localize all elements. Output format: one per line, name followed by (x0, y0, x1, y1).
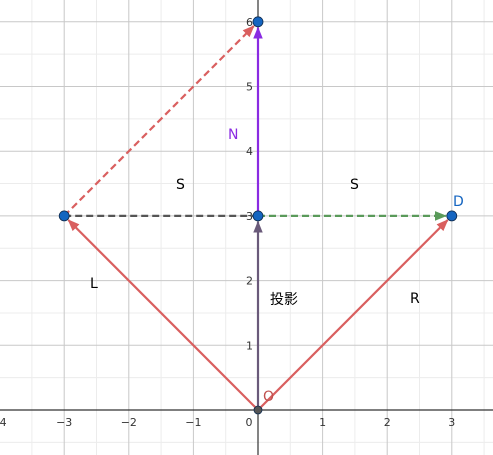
x-tick-label: −2 (121, 416, 137, 429)
label-origin: O (263, 389, 274, 405)
points (58, 16, 458, 415)
label-n: N (228, 127, 238, 143)
y-tick-label: 3 (246, 210, 253, 223)
point-center[interactable] (252, 210, 264, 222)
x-tick-label: 4 (0, 416, 7, 429)
vector-segments (63, 25, 449, 411)
point-left[interactable] (58, 210, 70, 222)
x-tick-label: −3 (56, 416, 72, 429)
x-tick-label: 2 (384, 416, 391, 429)
y-tick-label: 1 (246, 339, 253, 352)
label-s-left: S (176, 177, 185, 193)
label-s-right: S (350, 177, 359, 193)
tick-labels: 4 −3 −2 −1 0 1 2 3 1 2 3 4 5 6 (0, 16, 455, 429)
y-tick-label: 4 (246, 145, 253, 158)
label-projection: 投影 (270, 292, 298, 308)
segment-vector-r (257, 219, 449, 411)
y-tick-label: 5 (246, 81, 253, 94)
label-r: R (410, 291, 420, 307)
x-tick-label: −1 (185, 416, 201, 429)
segment-vector-l (67, 219, 259, 411)
y-tick-label: 2 (246, 275, 253, 288)
x-tick-label: 1 (319, 416, 326, 429)
point-right[interactable] (446, 210, 458, 222)
x-tick-label: 0 (246, 416, 253, 429)
label-l: L (90, 276, 98, 292)
x-tick-label: 3 (448, 416, 455, 429)
segment-reflection-dashed (63, 25, 255, 217)
point-top[interactable] (252, 16, 264, 28)
y-tick-label: 6 (246, 16, 253, 29)
label-d: D (453, 194, 464, 210)
point-origin[interactable] (253, 405, 263, 415)
